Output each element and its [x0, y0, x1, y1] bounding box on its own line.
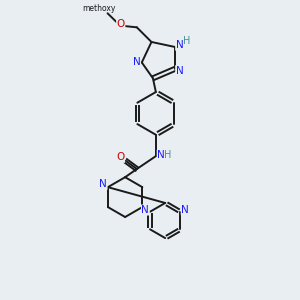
Text: N: N: [99, 179, 107, 189]
Text: N: N: [133, 57, 140, 67]
Text: methoxy: methoxy: [83, 4, 116, 13]
Text: N: N: [176, 66, 183, 76]
Text: O: O: [116, 152, 124, 162]
Text: N: N: [157, 150, 165, 160]
Text: N: N: [181, 205, 189, 215]
Text: N: N: [142, 205, 149, 215]
Text: H: H: [184, 36, 191, 46]
Text: N: N: [176, 40, 183, 50]
Text: O: O: [117, 20, 125, 29]
Text: H: H: [164, 150, 172, 160]
